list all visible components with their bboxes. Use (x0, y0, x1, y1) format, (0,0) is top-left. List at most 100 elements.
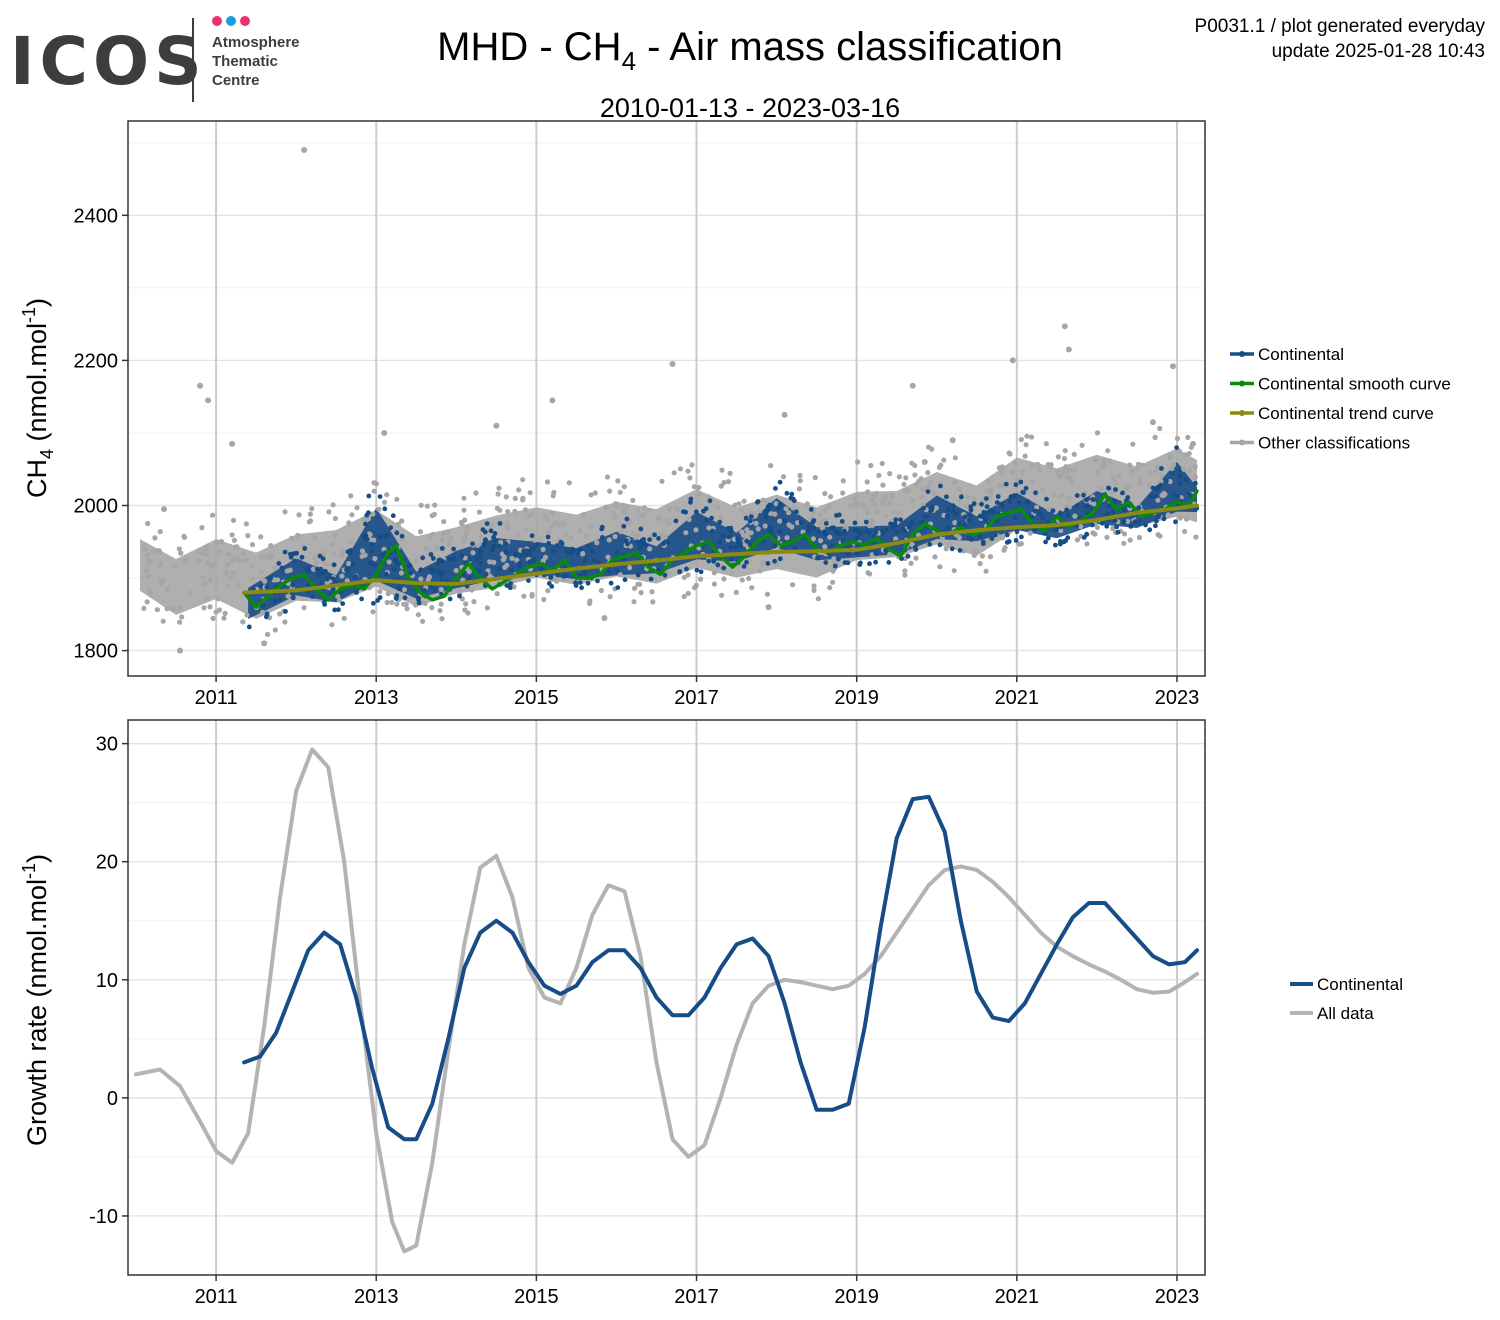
other-classifications-point (1001, 547, 1007, 553)
other-classifications-point (532, 537, 538, 543)
other-classifications-point (1071, 467, 1078, 473)
continental-point (720, 533, 726, 539)
other-classifications-point (951, 568, 957, 574)
continental-point (959, 494, 964, 500)
continental-point (1173, 519, 1178, 525)
other-classifications-point (1152, 434, 1158, 440)
continental-point (981, 509, 987, 515)
other-classifications-point (496, 485, 502, 491)
continental-point (1058, 510, 1063, 516)
other-classifications-point (181, 533, 187, 539)
x-tick-label: 2015 (514, 687, 559, 709)
continental-point (1122, 507, 1127, 513)
other-classifications-point (1125, 484, 1131, 491)
other-classifications-point (817, 512, 823, 518)
other-classifications-point (329, 542, 336, 548)
continental-point (396, 586, 402, 591)
other-classifications-point (1185, 434, 1191, 440)
other-classifications-point (1116, 473, 1122, 480)
other-classifications-point (957, 486, 963, 493)
continental-point (855, 550, 860, 556)
continental-point (451, 546, 456, 552)
data-points (141, 147, 1200, 654)
continental-point (836, 512, 842, 518)
other-classifications-point (840, 490, 846, 496)
continental-point (1013, 538, 1019, 543)
continental-point (1044, 496, 1049, 502)
other-classifications-point (178, 550, 184, 556)
other-classifications-point (1058, 528, 1064, 534)
other-classifications-point (295, 532, 301, 539)
other-classifications-point (666, 520, 672, 526)
continental-point (665, 539, 671, 545)
continental-point (977, 534, 983, 539)
outlier-point (601, 614, 608, 621)
continental-point (1074, 503, 1080, 509)
other-classifications-point (936, 464, 943, 470)
continental-point (635, 572, 641, 578)
other-classifications-point (999, 535, 1006, 541)
continental-point (561, 573, 567, 579)
other-classifications-point (445, 529, 451, 536)
other-classifications-point (890, 509, 896, 515)
other-classifications-point (840, 478, 846, 484)
other-classifications-point (1051, 492, 1057, 498)
continental-point (435, 561, 441, 567)
continental-point (983, 517, 988, 523)
continental-point (625, 541, 630, 547)
other-classifications-point (465, 610, 471, 616)
other-classifications-point (925, 470, 931, 476)
other-classifications-point (1040, 487, 1046, 494)
other-classifications-point (229, 532, 235, 538)
continental-point (1065, 535, 1071, 541)
other-classifications-point (282, 619, 288, 625)
other-classifications-point (540, 546, 546, 553)
outlier-point (493, 422, 500, 429)
other-classifications-point (1029, 434, 1035, 440)
y-tick-label: 2200 (74, 350, 119, 372)
continental-point (318, 566, 324, 572)
continental-point (336, 607, 341, 613)
continental-point (384, 571, 389, 577)
continental-point (608, 580, 614, 586)
continental-line (242, 794, 1199, 1142)
continental-point (428, 552, 434, 557)
continental-point (763, 509, 769, 515)
other-classifications-point (920, 486, 926, 492)
continental-point (606, 568, 612, 574)
other-classifications-point (437, 608, 443, 614)
other-classifications-point (204, 595, 210, 601)
other-classifications-point (265, 631, 271, 638)
y-label-units: (nmol.mol (22, 323, 52, 449)
continental-point (264, 611, 270, 617)
continental-point (768, 525, 773, 530)
continental-point (1177, 481, 1183, 486)
continental-point (944, 494, 949, 500)
other-classifications-point (296, 512, 302, 518)
other-classifications-point (177, 605, 183, 612)
continental-point (944, 513, 950, 519)
other-classifications-point (476, 509, 482, 515)
other-classifications-point (641, 505, 648, 511)
x-tick-label: 2011 (195, 687, 238, 709)
continental-point (420, 555, 426, 561)
other-classifications-point (902, 488, 909, 494)
continental-point (1156, 514, 1161, 519)
other-classifications-point (568, 535, 574, 541)
other-classifications-point (207, 578, 213, 584)
continental-point (1110, 509, 1116, 515)
other-classifications-point (811, 583, 817, 589)
other-classifications-point (418, 576, 424, 582)
other-classifications-point (312, 534, 318, 541)
continental-point (382, 506, 388, 512)
other-classifications-point (377, 588, 383, 595)
other-classifications-point (258, 534, 264, 540)
continental-point (661, 541, 666, 547)
other-classifications-point (780, 474, 787, 480)
continental-point (497, 521, 503, 526)
continental-point (1058, 541, 1063, 547)
continental-point (621, 523, 627, 529)
other-classifications-point (497, 507, 503, 513)
other-classifications-point (913, 555, 919, 561)
continental-point (1121, 519, 1127, 524)
